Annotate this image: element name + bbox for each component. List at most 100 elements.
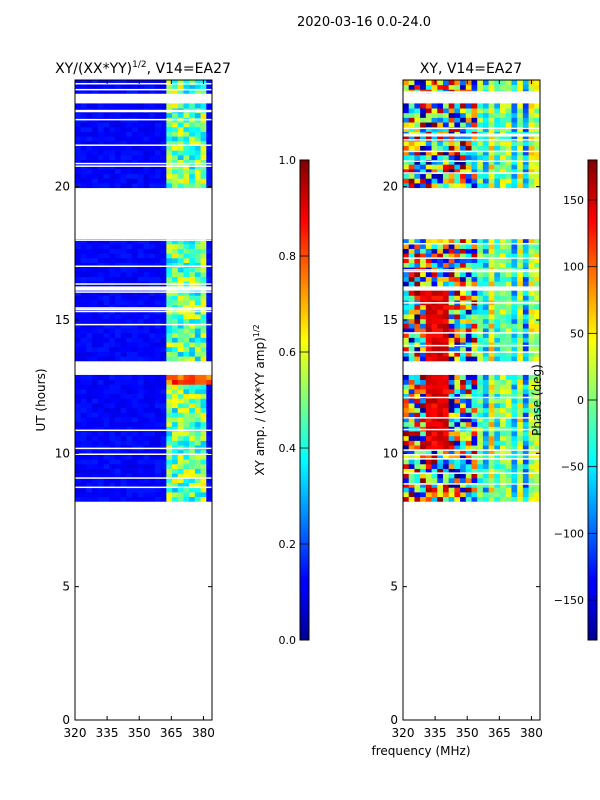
- heatmap-cell: [460, 407, 467, 413]
- heatmap-cell: [160, 431, 167, 437]
- heatmap-cell: [149, 271, 156, 278]
- heatmap-cell: [103, 337, 110, 343]
- heatmap-cell: [114, 112, 122, 118]
- heatmap-cell: [149, 122, 156, 128]
- heatmap-cell: [177, 178, 184, 184]
- heatmap-cell: [534, 159, 541, 165]
- heatmap-cell: [183, 112, 190, 118]
- heatmap-cell: [149, 379, 156, 385]
- heatmap-cell: [206, 168, 213, 175]
- heatmap-cell: [194, 393, 201, 399]
- heatmap-cell: [454, 103, 461, 109]
- heatmap-cell: [437, 328, 444, 334]
- heatmap-cell: [471, 337, 478, 343]
- heatmap-cell: [477, 164, 484, 170]
- heatmap-cell: [460, 290, 467, 296]
- heatmap-cell: [103, 271, 110, 278]
- heatmap-cell: [177, 168, 184, 175]
- heatmap-cell: [517, 323, 524, 329]
- heatmap-cell: [114, 323, 122, 329]
- heatmap-cell: [86, 276, 93, 282]
- heatmap-cell: [200, 318, 207, 324]
- heatmap-cell: [126, 248, 133, 254]
- flagged-row: [75, 118, 212, 121]
- heatmap-cell: [460, 393, 467, 399]
- heatmap-cell: [448, 182, 455, 189]
- heatmap-cell: [166, 407, 173, 413]
- heatmap-cell: [103, 318, 110, 324]
- heatmap-cell: [149, 112, 156, 118]
- heatmap-cell: [471, 276, 478, 282]
- heatmap-cell: [442, 487, 450, 493]
- heatmap-cell: [477, 248, 484, 254]
- heatmap-cell: [132, 468, 139, 474]
- heatmap-cell: [103, 290, 110, 296]
- heatmap-cell: [172, 459, 179, 465]
- heatmap-cell: [454, 248, 461, 254]
- heatmap-cell: [517, 379, 524, 385]
- heatmap-cell: [425, 262, 432, 268]
- heatmap-cell: [103, 379, 110, 385]
- heatmap-cell: [143, 136, 150, 142]
- heatmap-cell: [114, 346, 122, 352]
- heatmap-cell: [437, 314, 444, 320]
- heatmap-cell: [414, 84, 421, 90]
- heatmap-cell: [132, 150, 139, 156]
- heatmap-cell: [109, 449, 116, 455]
- heatmap-cell: [403, 276, 410, 282]
- heatmap-cell: [534, 384, 541, 390]
- heatmap-cell: [431, 421, 438, 427]
- heatmap-cell: [408, 337, 415, 343]
- heatmap-cell: [522, 304, 529, 310]
- heatmap-cell: [86, 248, 93, 254]
- heatmap-cell: [505, 403, 512, 409]
- heatmap-cell: [143, 243, 150, 249]
- heatmap-cell: [86, 182, 93, 189]
- heatmap-cell: [137, 150, 144, 156]
- heatmap-cell: [482, 173, 490, 179]
- heatmap-cell: [437, 126, 444, 132]
- heatmap-cell: [189, 431, 196, 437]
- heatmap-cell: [420, 332, 427, 338]
- heatmap-cell: [183, 412, 190, 418]
- heatmap-cell: [414, 421, 421, 427]
- heatmap-cell: [482, 337, 490, 343]
- heatmap-cell: [528, 239, 535, 245]
- heatmap-cell: [505, 304, 512, 310]
- heatmap-cell: [488, 182, 495, 189]
- heatmap-cell: [437, 318, 444, 324]
- heatmap-cell: [511, 412, 518, 418]
- heatmap-cell: [437, 145, 444, 151]
- heatmap-cell: [166, 328, 173, 334]
- heatmap-cell: [109, 103, 116, 109]
- heatmap-cell: [160, 454, 167, 460]
- heatmap-cell: [522, 487, 529, 493]
- heatmap-cell: [97, 239, 104, 245]
- heatmap-cell: [120, 449, 127, 455]
- x-tick-label: 365: [488, 726, 511, 740]
- heatmap-cell: [160, 80, 167, 86]
- heatmap-cell: [500, 398, 507, 404]
- heatmap-cell: [103, 388, 110, 395]
- heatmap-cell: [154, 407, 162, 413]
- heatmap-cell: [149, 463, 156, 469]
- heatmap-cell: [137, 496, 144, 502]
- heatmap-cell: [442, 182, 450, 189]
- heatmap-cell: [75, 417, 82, 423]
- heatmap-cell: [114, 103, 122, 109]
- heatmap-cell: [528, 145, 535, 151]
- heatmap-cell: [132, 136, 139, 142]
- heatmap-cell: [149, 440, 156, 446]
- heatmap-cell: [143, 257, 150, 263]
- heatmap-cell: [126, 491, 133, 498]
- heatmap-cell: [75, 257, 82, 263]
- heatmap-cell: [448, 351, 455, 357]
- heatmap-cell: [488, 276, 495, 282]
- heatmap-cell: [194, 379, 201, 385]
- heatmap-cell: [75, 346, 82, 352]
- heatmap-cell: [448, 384, 455, 390]
- heatmap-cell: [149, 351, 156, 357]
- heatmap-cell: [534, 491, 541, 498]
- heatmap-cell: [75, 140, 82, 146]
- heatmap-cell: [442, 80, 450, 86]
